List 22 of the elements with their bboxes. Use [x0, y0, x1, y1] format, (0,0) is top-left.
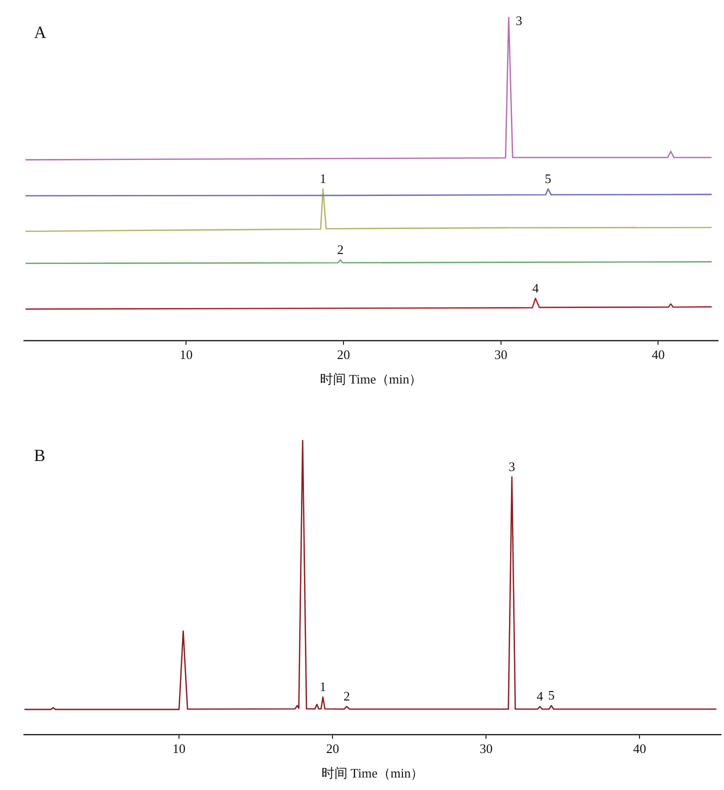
x-tick-label: 20 [336, 347, 350, 362]
annotation: 2 [337, 242, 344, 257]
x-tick-label: 30 [494, 347, 508, 362]
annotation: 5 [544, 170, 552, 186]
annotation: 2 [343, 688, 350, 704]
annotation: 4 [536, 688, 544, 704]
annotation: 1 [320, 678, 326, 694]
x-tick-label: 10 [172, 741, 186, 756]
x-axis-title: 时间 Time（min） [320, 372, 422, 387]
x-tick-label: 40 [652, 347, 665, 362]
annotation: 5 [548, 688, 555, 703]
x-tick-label: 20 [326, 741, 340, 756]
x-tick-label: 10 [180, 347, 193, 362]
chart-title: B [34, 446, 46, 465]
annotation: 1 [320, 170, 326, 186]
annotation: 3 [516, 12, 522, 28]
annotation: 4 [532, 280, 540, 296]
annotation: 3 [508, 458, 516, 474]
x-axis-title: 时间 Time（min） [321, 766, 424, 781]
x-tick-label: 30 [480, 741, 493, 756]
x-tick-label: 40 [633, 741, 646, 756]
chart-title: A [34, 22, 47, 42]
